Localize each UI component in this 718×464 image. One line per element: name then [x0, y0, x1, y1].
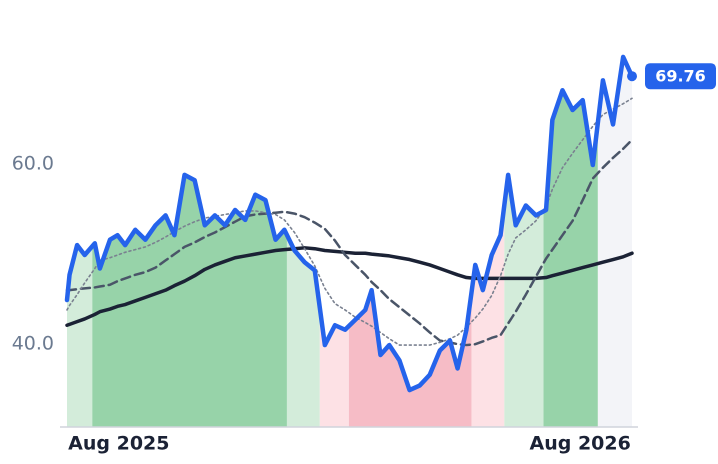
band [92, 56, 287, 427]
series-line [66, 97, 633, 346]
band [319, 56, 349, 427]
series-line [64, 54, 635, 393]
band [348, 56, 472, 427]
band [67, 56, 93, 427]
last-point [627, 71, 637, 82]
series-line [65, 138, 634, 347]
y-tick-label: 60.0 [12, 153, 54, 175]
x-tick-label: Aug 2025 [68, 433, 169, 455]
x-tick-label: Aug 2026 [530, 433, 631, 455]
bands [67, 56, 632, 427]
y-tick-label: 40.0 [12, 333, 54, 355]
last-value-label: 69.76 [655, 67, 706, 86]
band [543, 56, 598, 427]
last-value-badge [645, 63, 716, 90]
band [471, 56, 505, 427]
